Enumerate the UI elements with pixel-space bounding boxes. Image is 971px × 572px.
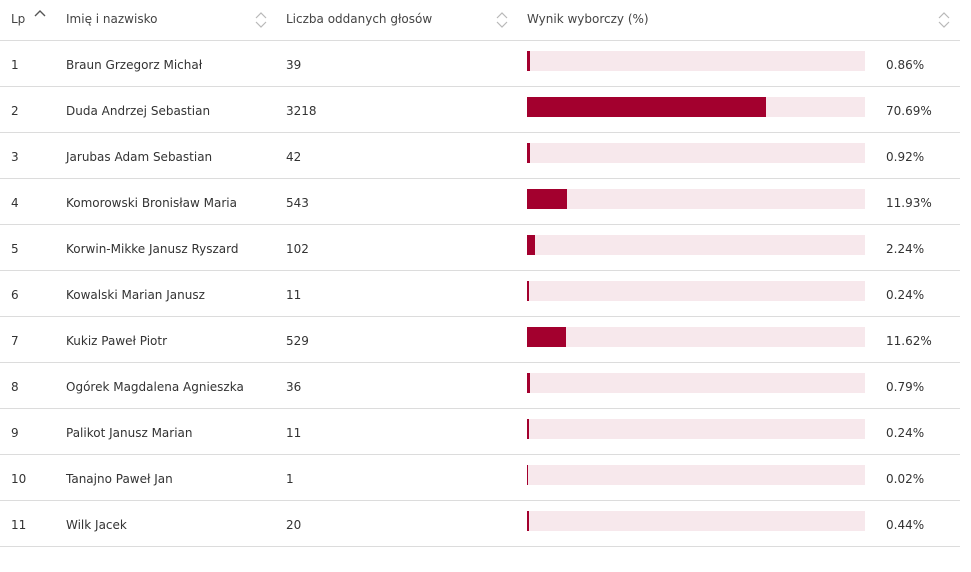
result-percent: 0.02% xyxy=(886,472,925,486)
candidate-name: Wilk Jacek xyxy=(66,518,127,532)
table-row: 9 Palikot Janusz Marian 11 0.24% xyxy=(0,409,960,455)
row-lp: 5 xyxy=(11,242,19,256)
result-bar-fill xyxy=(527,235,535,255)
table-body: 1 Braun Grzegorz Michał 39 0.86% 2 Duda Andrz… xyxy=(0,41,960,547)
column-header-name[interactable]: Imię i nazwisko xyxy=(66,0,157,40)
table-row: 7 Kukiz Paweł Piotr 529 11.62% xyxy=(0,317,960,363)
column-header-label: Imię i nazwisko xyxy=(66,12,158,26)
result-bar-track xyxy=(527,235,865,255)
row-lp: 10 xyxy=(11,472,27,486)
table-row: 6 Kowalski Marian Janusz 11 0.24% xyxy=(0,271,960,317)
candidate-name: Braun Grzegorz Michał xyxy=(66,58,203,72)
table-row: 5 Korwin-Mikke Janusz Ryszard 102 2.24% xyxy=(0,225,960,271)
result-percent: 70.69% xyxy=(886,104,932,118)
vote-count: 39 xyxy=(286,58,302,72)
result-bar-track xyxy=(527,97,865,117)
sort-both-icon[interactable] xyxy=(938,11,950,29)
sort-both-icon[interactable] xyxy=(255,11,267,29)
vote-count: 529 xyxy=(286,334,309,348)
table-header: Lp Imię i nazwisko Liczba oddanych głosó… xyxy=(0,0,960,41)
result-percent: 0.24% xyxy=(886,426,925,440)
results-table: Lp Imię i nazwisko Liczba oddanych głosó… xyxy=(0,0,960,547)
row-lp: 3 xyxy=(11,150,19,164)
candidate-name: Jarubas Adam Sebastian xyxy=(66,150,213,164)
candidate-name: Kowalski Marian Janusz xyxy=(66,288,205,302)
candidate-name: Korwin-Mikke Janusz Ryszard xyxy=(66,242,239,256)
table-row: 11 Wilk Jacek 20 0.44% xyxy=(0,501,960,547)
result-bar-track xyxy=(527,465,865,485)
column-header-lp[interactable]: Lp xyxy=(11,0,25,40)
column-header-label: Liczba oddanych głosów xyxy=(286,12,433,26)
table-row: 3 Jarubas Adam Sebastian 42 0.92% xyxy=(0,133,960,179)
result-bar-fill xyxy=(527,143,530,163)
result-bar-fill xyxy=(527,281,529,301)
row-lp: 2 xyxy=(11,104,19,118)
table-row: 1 Braun Grzegorz Michał 39 0.86% xyxy=(0,41,960,87)
candidate-name: Ogórek Magdalena Agnieszka xyxy=(66,380,244,394)
result-bar-track xyxy=(527,511,865,531)
result-bar-track xyxy=(527,281,865,301)
result-percent: 11.93% xyxy=(886,196,932,210)
vote-count: 543 xyxy=(286,196,309,210)
result-bar-fill xyxy=(527,511,529,531)
row-lp: 9 xyxy=(11,426,19,440)
candidate-name: Palikot Janusz Marian xyxy=(66,426,193,440)
candidate-name: Tanajno Paweł Jan xyxy=(66,472,173,486)
result-bar-track xyxy=(527,327,865,347)
row-lp: 1 xyxy=(11,58,19,72)
sort-both-icon[interactable] xyxy=(496,11,508,29)
result-bar-track xyxy=(527,51,865,71)
vote-count: 11 xyxy=(286,288,302,302)
vote-count: 102 xyxy=(286,242,309,256)
vote-count: 20 xyxy=(286,518,302,532)
sort-asc-icon[interactable] xyxy=(34,8,46,26)
result-bar-fill xyxy=(527,97,766,117)
result-bar-fill xyxy=(527,51,530,71)
result-bar-track xyxy=(527,373,865,393)
result-bar-track xyxy=(527,143,865,163)
candidate-name: Komorowski Bronisław Maria xyxy=(66,196,237,210)
result-bar-fill xyxy=(527,189,567,209)
result-percent: 0.92% xyxy=(886,150,925,164)
row-lp: 11 xyxy=(11,518,27,532)
result-percent: 0.24% xyxy=(886,288,925,302)
result-bar-fill xyxy=(527,327,566,347)
row-lp: 8 xyxy=(11,380,19,394)
vote-count: 42 xyxy=(286,150,302,164)
row-lp: 4 xyxy=(11,196,19,210)
column-header-votes[interactable]: Liczba oddanych głosów xyxy=(286,0,432,40)
row-lp: 6 xyxy=(11,288,19,302)
column-header-label: Wynik wyborczy (%) xyxy=(527,12,649,26)
table-row: 10 Tanajno Paweł Jan 1 0.02% xyxy=(0,455,960,501)
vote-count: 3218 xyxy=(286,104,317,118)
result-bar-fill xyxy=(527,419,529,439)
row-lp: 7 xyxy=(11,334,19,348)
column-header-label: Lp xyxy=(11,12,26,26)
result-percent: 11.62% xyxy=(886,334,932,348)
vote-count: 11 xyxy=(286,426,302,440)
vote-count: 1 xyxy=(286,472,294,486)
table-row: 8 Ogórek Magdalena Agnieszka 36 0.79% xyxy=(0,363,960,409)
result-bar-track xyxy=(527,189,865,209)
result-bar-track xyxy=(527,419,865,439)
result-bar-fill xyxy=(527,373,530,393)
result-bar-fill xyxy=(527,465,528,485)
vote-count: 36 xyxy=(286,380,302,394)
candidate-name: Kukiz Paweł Piotr xyxy=(66,334,168,348)
result-percent: 0.44% xyxy=(886,518,925,532)
result-percent: 0.86% xyxy=(886,58,925,72)
table-row: 2 Duda Andrzej Sebastian 3218 70.69% xyxy=(0,87,960,133)
candidate-name: Duda Andrzej Sebastian xyxy=(66,104,211,118)
table-row: 4 Komorowski Bronisław Maria 543 11.93% xyxy=(0,179,960,225)
result-percent: 2.24% xyxy=(886,242,925,256)
result-percent: 0.79% xyxy=(886,380,925,394)
column-header-result[interactable]: Wynik wyborczy (%) xyxy=(527,0,649,40)
